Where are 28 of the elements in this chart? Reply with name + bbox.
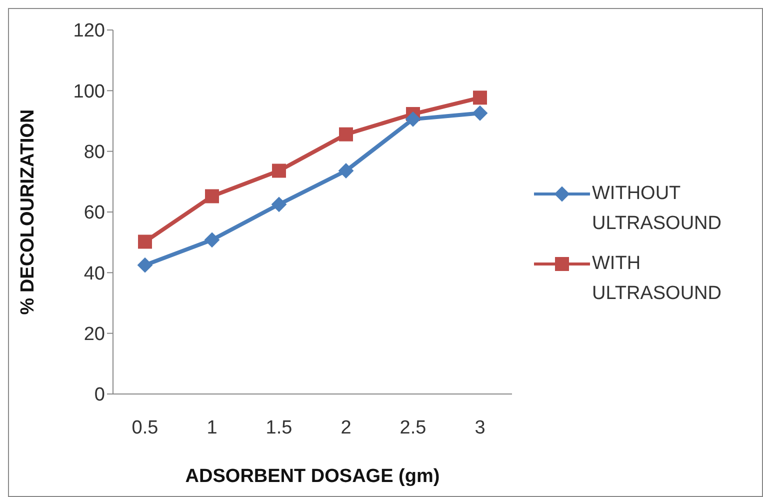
- y-tick-label: 100: [73, 81, 105, 102]
- y-tick-label: 0: [94, 384, 105, 406]
- point: [473, 90, 487, 105]
- point: [406, 112, 420, 127]
- point: [338, 163, 354, 178]
- y-tick-label: 40: [84, 263, 105, 284]
- y-tick-label: 120: [73, 20, 105, 42]
- x-tick-label: 0.5: [132, 417, 158, 438]
- y-axis-title: % DECOLOURIZATION: [18, 109, 39, 315]
- x-tick-label: 3: [474, 417, 486, 438]
- y-tick-label: 80: [84, 142, 105, 164]
- legend-label: WITHOUT ULTRASOUND: [592, 182, 722, 236]
- x-tick-label: 1.5: [266, 417, 292, 438]
- point: [272, 164, 286, 178]
- x-tick-label: 2: [340, 417, 352, 438]
- x-tick-label: 1: [206, 417, 218, 438]
- point: [138, 234, 152, 249]
- point: [138, 258, 152, 273]
- x-axis-title: ADSORBENT DOSAGE (gm): [185, 466, 440, 487]
- point: [204, 232, 220, 248]
- point: [272, 196, 286, 212]
- point: [472, 106, 488, 121]
- x-tick-label: 2.5: [400, 417, 426, 438]
- point: [205, 189, 219, 204]
- y-tick-label: 20: [84, 324, 105, 346]
- y-tick-label: 60: [84, 202, 105, 224]
- point: [339, 127, 353, 142]
- legend-label: WITH ULTRASOUND: [592, 252, 722, 306]
